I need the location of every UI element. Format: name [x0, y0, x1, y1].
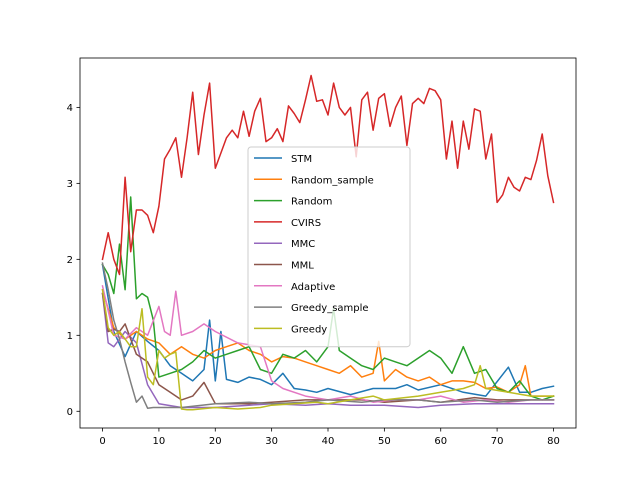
series-line-greedy-sample [101, 262, 555, 409]
y-tick-label: 2 [67, 255, 73, 266]
series-line-greedy [101, 288, 555, 411]
legend-label-stm: STM [291, 154, 312, 165]
series-line-random [101, 196, 555, 401]
x-tick-label: 10 [153, 436, 166, 447]
series-line-stm [101, 263, 555, 397]
legend-label-cvirs: CVIRS [291, 218, 321, 229]
x-tick-label: 0 [99, 436, 105, 447]
legend-label-random: Random [291, 197, 332, 208]
x-tick-label: 50 [378, 436, 391, 447]
y-tick-label: 1 [67, 331, 73, 342]
legend-label-mml: MML [291, 261, 314, 272]
y-tick-label: 3 [67, 179, 73, 190]
legend-label-random-sample: Random_sample [291, 175, 374, 186]
x-tick-label: 20 [209, 436, 222, 447]
legend-box [247, 146, 411, 348]
series-line-cvirs [101, 74, 555, 276]
legend-label-greedy: Greedy [291, 324, 327, 335]
axes: 0 10 20 30 40 50 60 70 80 0 1 2 3 4 [67, 57, 577, 447]
y-tick-label: 0 [67, 407, 73, 418]
y-tick-label: 4 [67, 103, 73, 114]
legend: STM Random_sample Random CVIRS MMC MML Adaptiv… [247, 146, 411, 348]
x-tick-label: 80 [547, 436, 560, 447]
legend-label-adaptive: Adaptive [291, 282, 335, 293]
x-tick-label: 30 [265, 436, 278, 447]
x-tick-label: 70 [491, 436, 504, 447]
legend-label-mmc: MMC [291, 239, 315, 250]
x-tick-label: 60 [434, 436, 447, 447]
legend-label-greedy-sample: Greedy_sample [291, 303, 369, 314]
x-tick-label: 40 [322, 436, 335, 447]
